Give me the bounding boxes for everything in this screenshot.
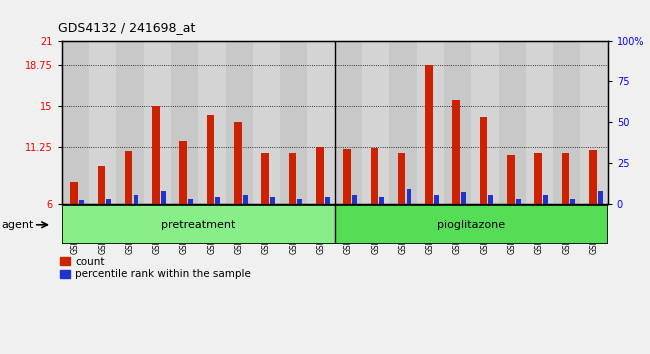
Bar: [352, 195, 357, 204]
Bar: [289, 153, 296, 204]
Bar: [406, 189, 411, 204]
Bar: [543, 195, 548, 204]
Bar: [270, 197, 275, 204]
Text: GDS4132 / 241698_at: GDS4132 / 241698_at: [58, 21, 196, 34]
Legend: count, percentile rank within the sample: count, percentile rank within the sample: [60, 257, 251, 279]
Bar: [316, 147, 324, 204]
Bar: [526, 41, 553, 204]
Bar: [242, 195, 248, 204]
Bar: [261, 153, 269, 204]
Bar: [297, 199, 302, 204]
Bar: [534, 153, 542, 204]
Bar: [343, 149, 351, 204]
Bar: [98, 166, 105, 204]
Bar: [62, 205, 335, 244]
Text: pretreatment: pretreatment: [161, 220, 235, 230]
Bar: [179, 141, 187, 204]
Bar: [444, 41, 471, 204]
Bar: [226, 41, 253, 204]
Bar: [570, 199, 575, 204]
Bar: [562, 153, 569, 204]
Bar: [379, 197, 384, 204]
Bar: [207, 115, 215, 204]
Bar: [471, 41, 499, 204]
Bar: [280, 41, 307, 204]
Bar: [425, 64, 433, 204]
Bar: [215, 197, 220, 204]
Bar: [70, 182, 78, 204]
Bar: [171, 41, 198, 204]
Bar: [335, 41, 362, 204]
Bar: [335, 205, 608, 244]
Bar: [589, 150, 597, 204]
Bar: [79, 200, 84, 204]
Bar: [188, 199, 193, 204]
Bar: [499, 41, 526, 204]
Bar: [362, 41, 389, 204]
Bar: [452, 101, 460, 204]
Bar: [198, 41, 226, 204]
Bar: [488, 195, 493, 204]
Bar: [398, 153, 406, 204]
Bar: [515, 199, 521, 204]
Bar: [253, 41, 280, 204]
Bar: [307, 41, 335, 204]
Bar: [144, 41, 171, 204]
Bar: [417, 41, 444, 204]
Bar: [434, 195, 439, 204]
Text: agent: agent: [1, 220, 34, 230]
Bar: [133, 195, 138, 204]
Text: pioglitazone: pioglitazone: [437, 220, 505, 230]
Bar: [116, 41, 144, 204]
Bar: [234, 122, 242, 204]
Bar: [89, 41, 116, 204]
Bar: [507, 155, 515, 204]
Bar: [389, 41, 417, 204]
Bar: [480, 117, 488, 204]
Bar: [580, 41, 608, 204]
Bar: [597, 190, 603, 204]
Bar: [324, 197, 330, 204]
Bar: [553, 41, 580, 204]
Bar: [106, 199, 111, 204]
Bar: [125, 152, 133, 204]
Bar: [461, 192, 466, 204]
Bar: [370, 148, 378, 204]
Bar: [62, 41, 89, 204]
Bar: [161, 190, 166, 204]
Bar: [152, 106, 160, 204]
